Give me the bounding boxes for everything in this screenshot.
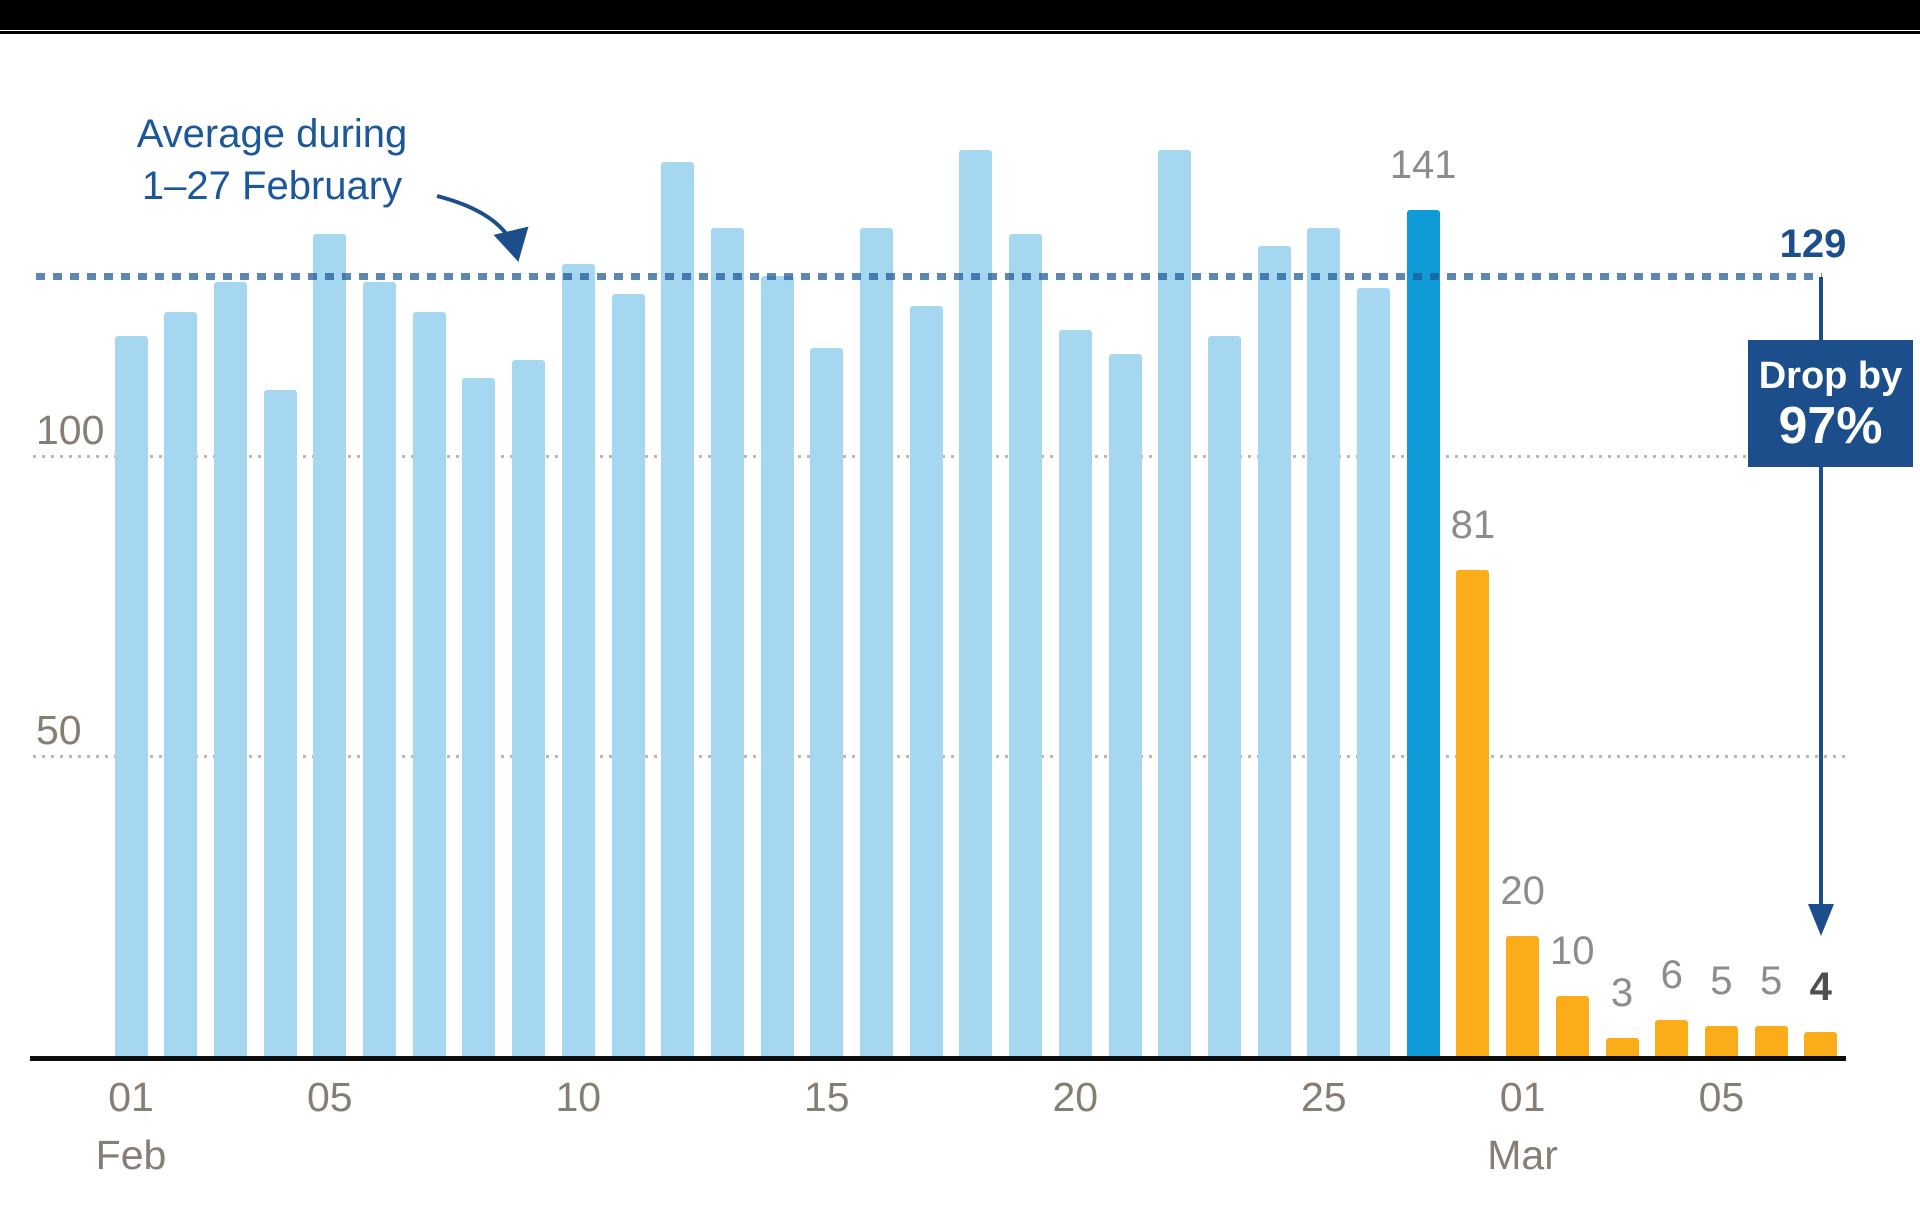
bar-value-label-feb-27: 141 [1389,143,1457,187]
bar-feb-06 [363,282,396,1056]
bar-value-label-mar-06: 5 [1759,959,1783,1003]
x-tick-day: 01 [108,1074,154,1120]
y-tick-label: 100 [36,407,105,453]
bar-feb-25 [1307,228,1341,1056]
x-tick-25: 25 [1244,1075,1404,1120]
bar-value-label-mar-04: 6 [1660,953,1683,997]
bar-feb-09 [512,360,546,1056]
bar-mar-02 [1555,996,1589,1056]
bar-feb-22 [1158,150,1192,1056]
average-annotation-line2: 1–27 February [141,164,403,208]
x-tick-day: 05 [1698,1074,1745,1120]
bar-mar-04 [1655,1020,1689,1056]
y-tick-label: 50 [36,707,82,753]
bar-feb-07 [412,312,446,1056]
bar-value-label-mar-01: 20 [1500,869,1545,913]
top-black-rule [0,31,1920,34]
bar-feb-26 [1357,288,1390,1056]
bar-feb-12 [661,162,695,1056]
bar-feb-20 [1058,330,1092,1056]
bar-feb-02 [164,312,198,1056]
bar-feb-01 [114,336,148,1056]
bar-mar-01 [1506,936,1540,1056]
bar-feb-03 [213,282,247,1056]
bar-feb-17 [909,306,943,1056]
bar-feb-04 [263,390,297,1056]
bar-feb-11 [611,294,645,1056]
x-tick-day: 05 [306,1074,353,1120]
average-value-label: 129 [1779,222,1847,266]
x-tick-day: 20 [1052,1074,1099,1120]
bar-mar-05 [1704,1026,1738,1056]
average-annotation: Average during 1–27 February [42,108,502,212]
bar-value-label-mar-05: 5 [1710,959,1733,1003]
x-tick-15: 15 [747,1075,907,1120]
drop-arrow-head [1808,904,1834,936]
bar-mar-06 [1754,1026,1788,1056]
x-tick-day: 10 [555,1074,602,1120]
x-tick-mar-01: 01 Mar [1443,1075,1603,1178]
x-tick-feb-01: 01 Feb [51,1075,211,1178]
top-black-bar [0,0,1920,30]
bar-feb-15 [810,348,844,1056]
x-tick-day: 15 [803,1074,850,1120]
x-tick-05: 05 [1641,1075,1801,1120]
bar-value-label-mar-03: 3 [1610,971,1634,1015]
bar-feb-08 [462,378,496,1056]
average-annotation-line1: Average during [136,112,408,156]
bar-value-label-mar-02: 10 [1550,929,1595,973]
x-tick-10: 10 [498,1075,658,1120]
bar-feb-05 [313,234,347,1056]
x-tick-month: Feb [95,1132,167,1178]
drop-callout-line2: 97% [1778,396,1883,455]
bar-feb-27 [1406,210,1440,1056]
bar-feb-19 [1009,234,1043,1056]
bar-mar-03 [1605,1038,1639,1056]
bar-feb-16 [860,228,893,1056]
x-tick-05: 05 [250,1075,410,1120]
x-tick-20: 20 [995,1075,1155,1120]
bar-feb-10 [561,264,595,1056]
x-tick-day: 01 [1499,1074,1546,1120]
bar-feb-13 [710,228,744,1056]
x-tick-month: Mar [1487,1132,1558,1178]
bar-feb-14 [760,276,794,1056]
bar-feb-18 [959,150,993,1056]
drop-callout-line1: Drop by [1758,354,1903,397]
x-tick-day: 25 [1300,1074,1347,1120]
average-dotted-line [36,273,1822,280]
bar-feb-21 [1108,354,1142,1056]
x-axis-line [30,1056,1846,1061]
bar-feb-28 [1456,570,1490,1056]
drop-callout-box: Drop by 97% [1748,340,1913,467]
bar-value-label-feb-28: 81 [1450,503,1496,547]
bar-feb-24 [1257,246,1291,1056]
bar-mar-07 [1804,1032,1838,1056]
bar-value-label-mar-07: 4 [1809,965,1832,1009]
bar-feb-23 [1207,336,1241,1056]
